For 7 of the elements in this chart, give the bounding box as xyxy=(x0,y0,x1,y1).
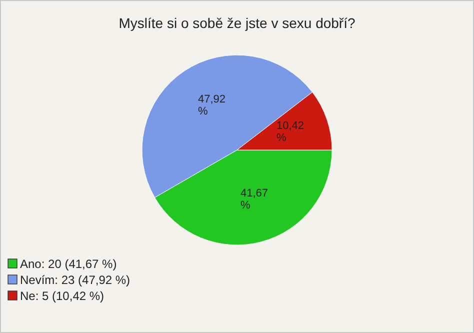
data-label: 47,92 % xyxy=(198,94,226,118)
data-label: 10,42 % xyxy=(276,120,304,144)
legend-label: Ano: 20 (41,67 %) xyxy=(20,257,117,271)
data-label: 41,67 % xyxy=(240,187,268,212)
legend-label: Nevím: 23 (47,92 %) xyxy=(20,273,130,287)
chart-title: Myslíte si o sobě že jste v sexu dobří? xyxy=(118,15,356,31)
legend-label: Ne: 5 (10,42 %) xyxy=(20,289,104,303)
